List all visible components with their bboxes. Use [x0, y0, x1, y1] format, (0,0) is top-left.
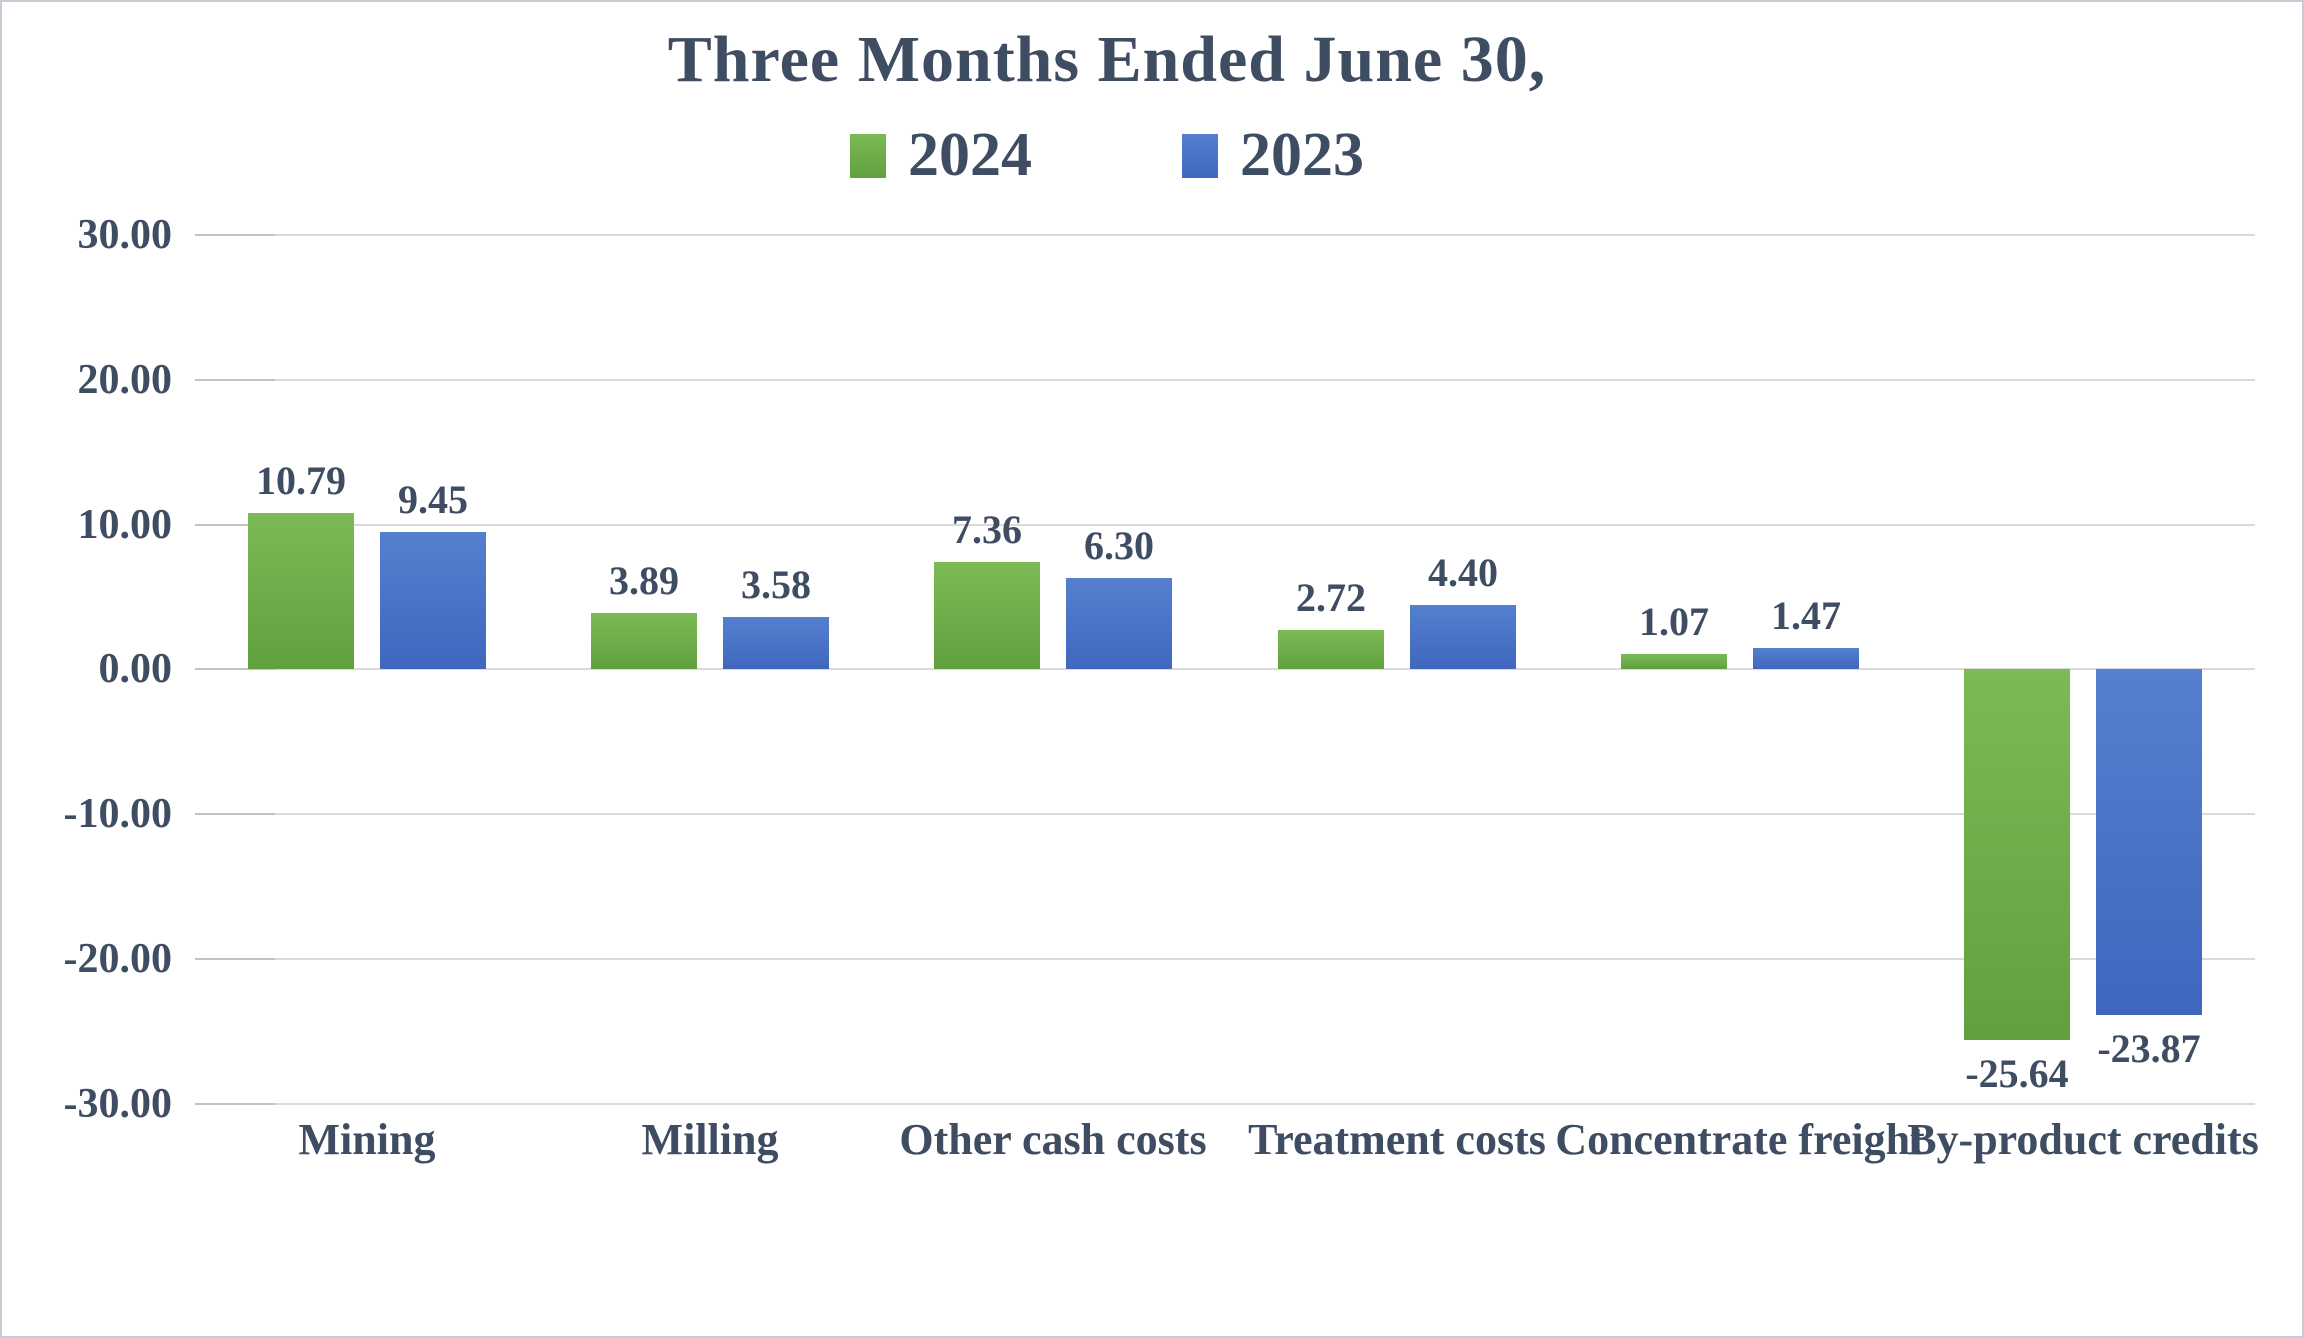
legend-item-2024: 2024	[850, 120, 1032, 191]
value-label-2023-milling: 3.58	[741, 562, 811, 607]
bar-2023-milling	[723, 617, 829, 669]
value-label-2023-other-cash-costs: 6.30	[1084, 523, 1154, 568]
value-label-2023-concentrate-freight: 1.47	[1771, 593, 1841, 638]
value-label-2024-treatment-costs: 2.72	[1296, 575, 1366, 620]
value-label-2023-by-product-credits: -23.87	[2097, 1026, 2201, 1071]
y-axis-label-20: 20.00	[77, 357, 173, 403]
legend-label-2024: 2024	[908, 121, 1032, 189]
bar-2023-by-product-credits	[2096, 669, 2202, 1015]
gridline--10	[195, 813, 2255, 815]
bar-2024-concentrate-freight	[1621, 654, 1727, 669]
gridline-30	[195, 234, 2255, 236]
bar-2023-other-cash-costs	[1066, 578, 1172, 669]
legend-swatch-2024-icon	[850, 133, 886, 178]
value-label-2024-concentrate-freight: 1.07	[1639, 599, 1709, 644]
gridline-0	[195, 668, 2255, 670]
legend-label-2023: 2023	[1240, 121, 1364, 189]
legend-item-2023: 2023	[1182, 120, 1364, 191]
bar-2024-by-product-credits	[1964, 669, 2070, 1040]
value-label-2024-other-cash-costs: 7.36	[952, 507, 1022, 552]
category-label-other-cash-costs: Other cash costs	[899, 1115, 1207, 1164]
value-label-2023-mining: 9.45	[398, 477, 468, 522]
bar-2023-treatment-costs	[1410, 605, 1516, 669]
value-label-2024-by-product-credits: -25.64	[1965, 1051, 2069, 1096]
y-axis-label--20: -20.00	[63, 936, 173, 982]
gridline-20	[195, 379, 2255, 381]
y-axis-tick--30	[195, 1103, 275, 1105]
gridline-10	[195, 524, 2255, 526]
y-axis-label--30: -30.00	[63, 1081, 173, 1127]
y-axis-label-0: 0.00	[98, 646, 173, 692]
y-axis-tick-10	[195, 524, 275, 526]
chart-legend: 2024 2023	[2, 120, 2212, 191]
y-axis-tick-0	[195, 668, 275, 670]
bar-2024-mining	[248, 513, 354, 669]
bar-2024-milling	[591, 613, 697, 669]
bar-2024-other-cash-costs	[934, 562, 1040, 669]
category-label-treatment-costs: Treatment costs	[1248, 1115, 1546, 1164]
y-axis-tick--20	[195, 958, 275, 960]
gridline--30	[195, 1103, 2255, 1105]
category-label-milling: Milling	[641, 1115, 779, 1164]
y-axis-tick-30	[195, 234, 275, 236]
value-label-2024-mining: 10.79	[256, 458, 346, 503]
value-label-2024-milling: 3.89	[609, 558, 679, 603]
legend-swatch-2023-icon	[1182, 133, 1218, 178]
bar-2023-concentrate-freight	[1753, 648, 1859, 669]
chart-title: Three Months Ended June 30,	[667, 23, 1547, 96]
category-label-concentrate-freight: Concentrate freight	[1555, 1115, 1925, 1164]
y-axis-label-30: 30.00	[77, 212, 173, 258]
bar-2024-treatment-costs	[1278, 630, 1384, 669]
category-label-by-product-credits: By-product credits	[1907, 1115, 2259, 1164]
y-axis-tick-20	[195, 379, 275, 381]
y-axis-label--10: -10.00	[63, 791, 173, 837]
category-label-mining: Mining	[298, 1115, 436, 1164]
bar-2023-mining	[380, 532, 486, 669]
value-label-2023-treatment-costs: 4.40	[1428, 550, 1498, 595]
y-axis-label-10: 10.00	[77, 502, 173, 548]
y-axis-tick--10	[195, 813, 275, 815]
gridline--20	[195, 958, 2255, 960]
